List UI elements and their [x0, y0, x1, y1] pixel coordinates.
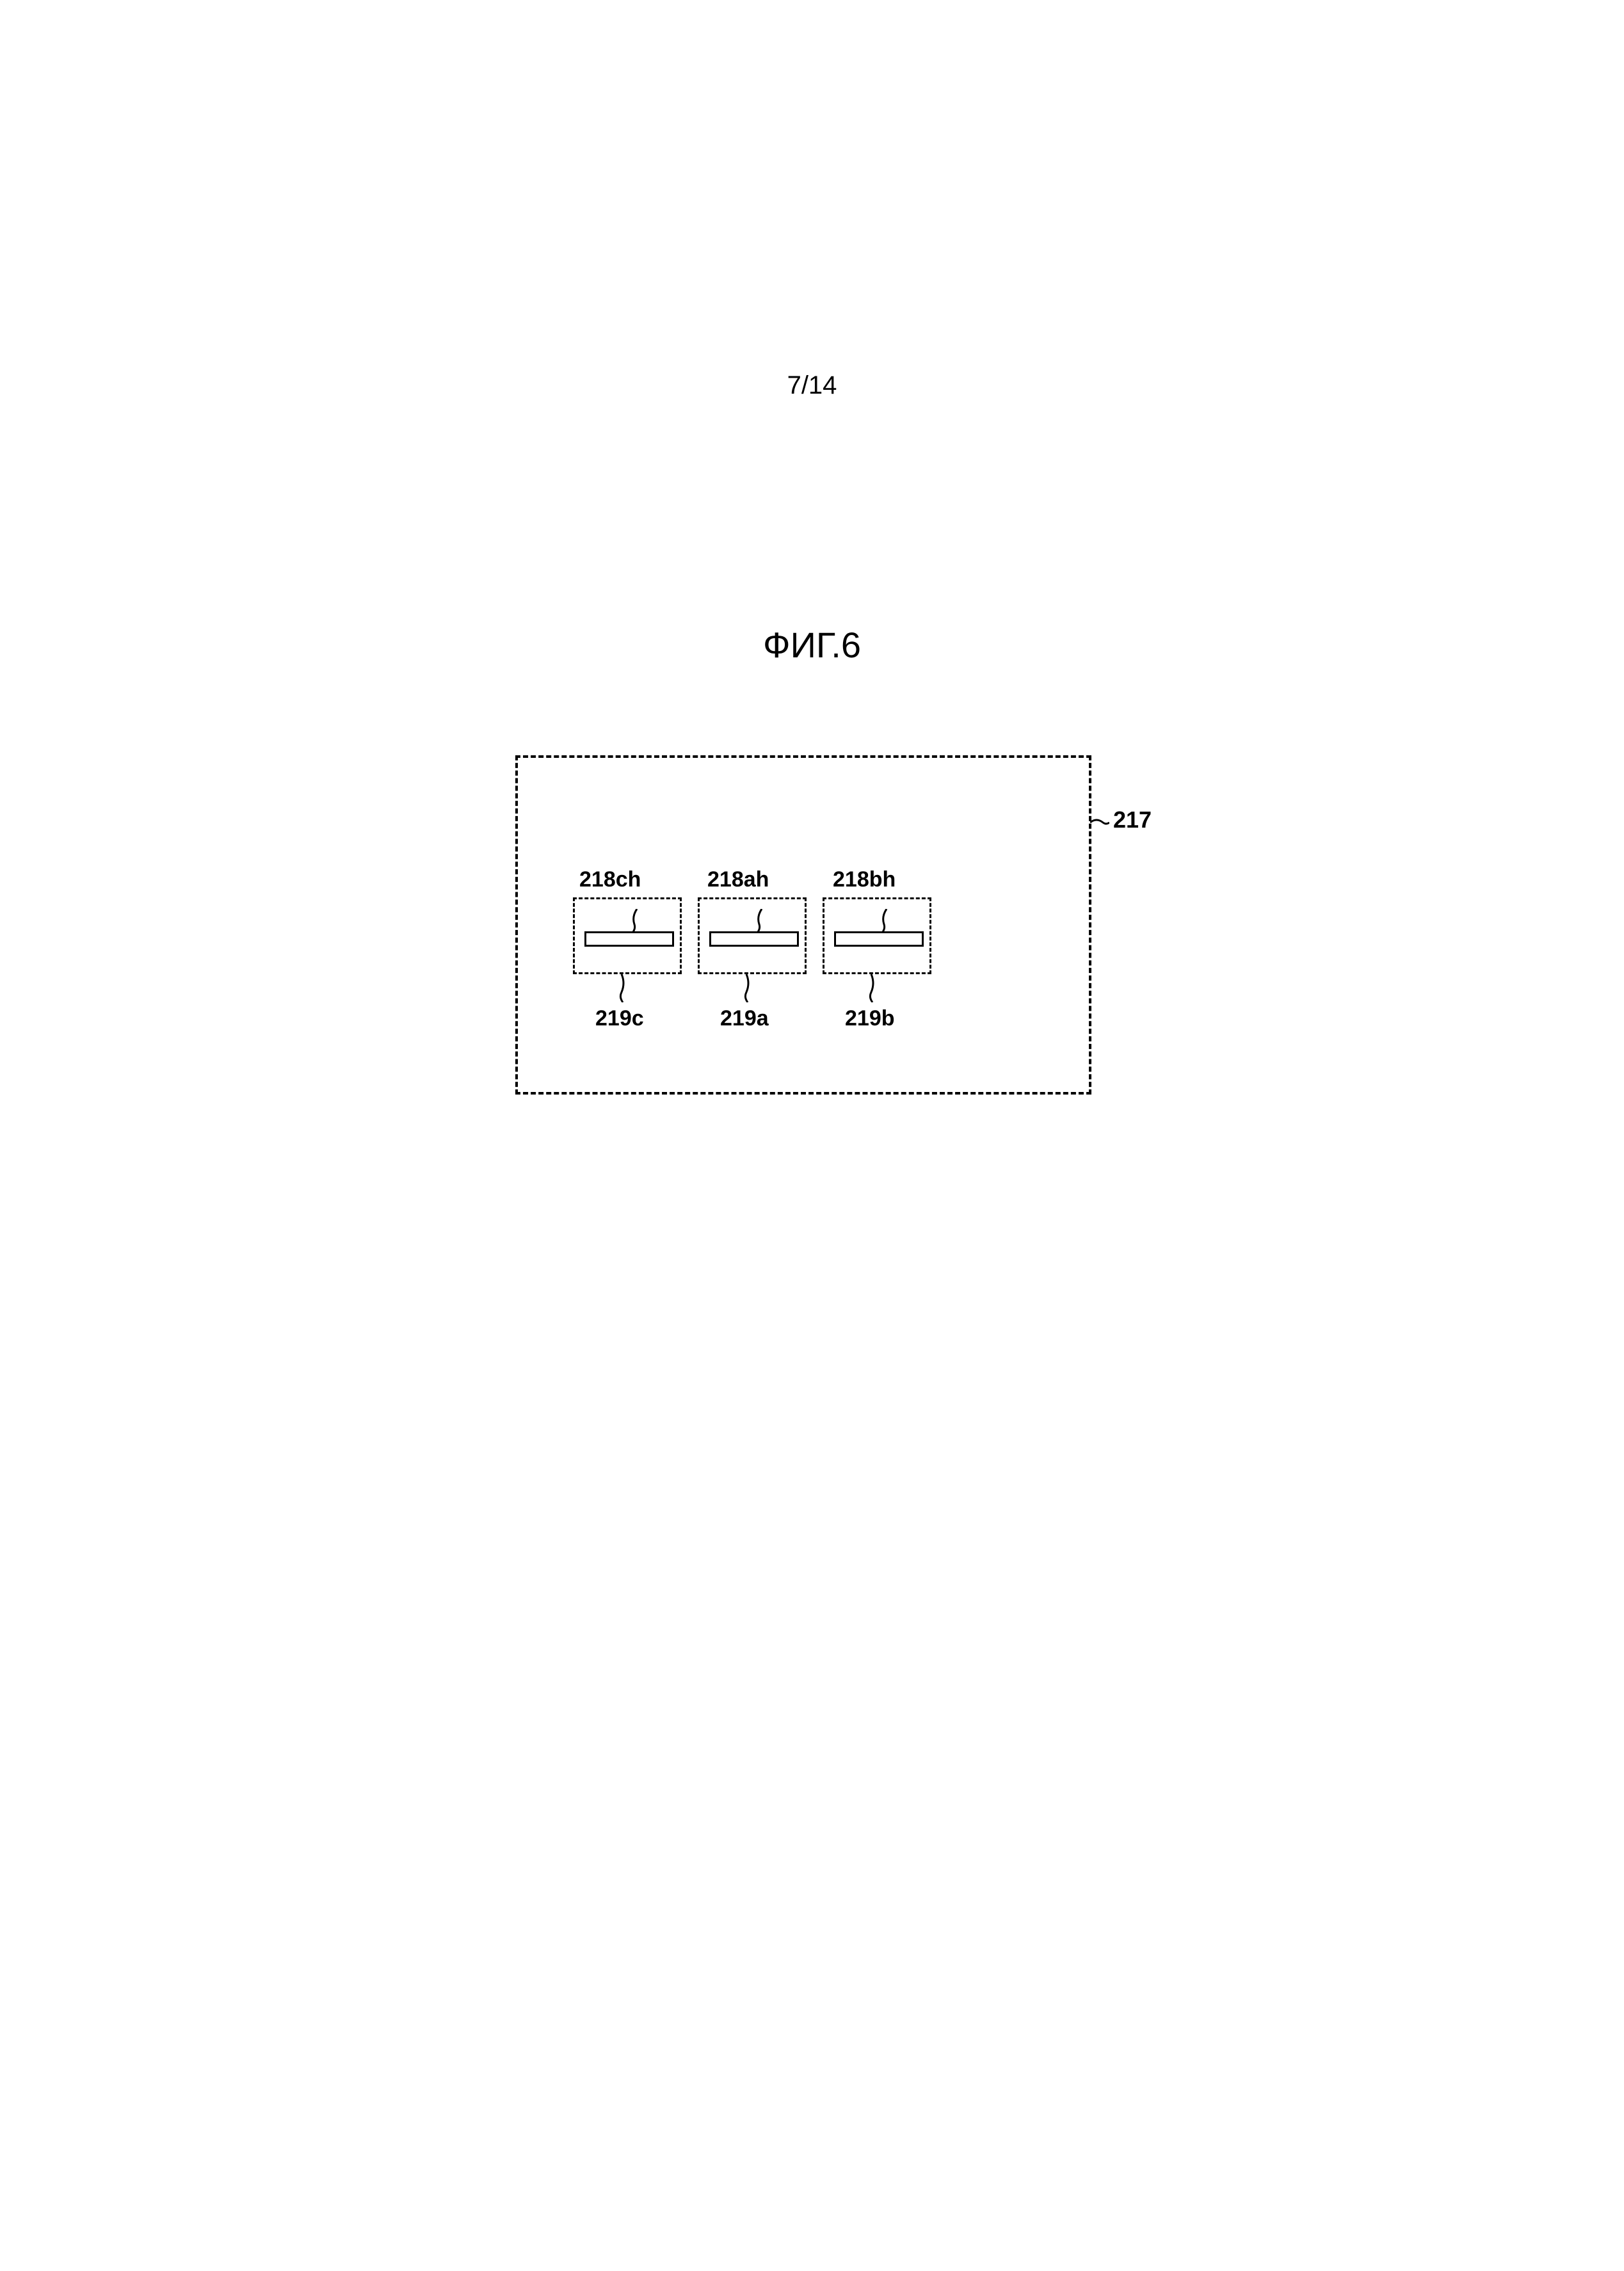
heater-box-b — [823, 897, 931, 974]
page-number: 7/14 — [787, 371, 837, 400]
leader-218bh — [879, 909, 894, 932]
label-218bh: 218bh — [833, 867, 896, 892]
outer-box-label: 217 — [1113, 806, 1152, 833]
leader-219c — [610, 974, 636, 1123]
label-219b: 219b — [845, 1006, 895, 1031]
leader-219b — [860, 974, 885, 1123]
label-218ah: 218ah — [707, 867, 769, 892]
heater-element-a — [709, 931, 799, 947]
label-218ch: 218ch — [579, 867, 641, 892]
heater-box-c — [573, 897, 682, 974]
leader-219a — [735, 974, 760, 1123]
figure-title: ФИГ.6 — [763, 624, 861, 666]
leader-218ch — [629, 909, 645, 932]
leader-218ah — [754, 909, 769, 932]
outer-box-leader — [1090, 816, 1109, 829]
heater-element-c — [584, 931, 674, 947]
heater-box-a — [698, 897, 807, 974]
label-219c: 219c — [595, 1006, 644, 1031]
label-219a: 219a — [720, 1006, 769, 1031]
diagram-fig6: 217 218ch 218ah 218bh 219c 219a — [515, 755, 1091, 1095]
heater-element-b — [834, 931, 924, 947]
